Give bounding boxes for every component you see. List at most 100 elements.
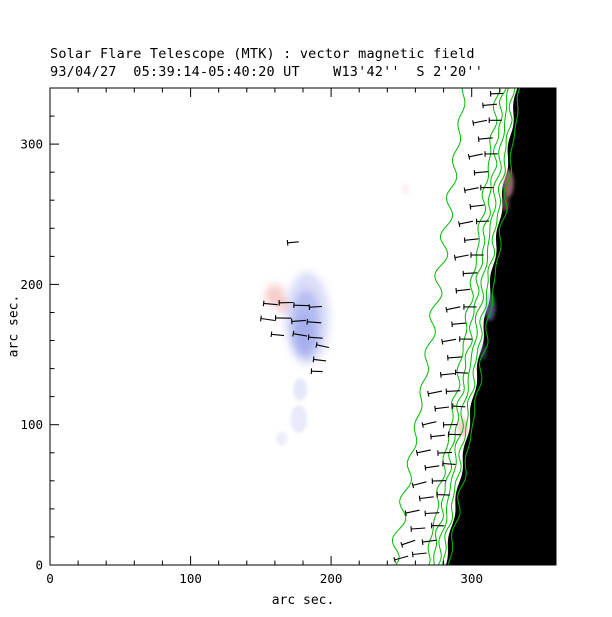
field-vector-tick	[292, 330, 295, 337]
x-tick-label: 0	[46, 571, 54, 586]
y-tick-label: 100	[20, 417, 43, 432]
field-vector	[437, 494, 450, 496]
magnetic-patch	[294, 312, 315, 355]
field-vector-tick	[262, 300, 265, 307]
field-vector	[455, 371, 469, 374]
field-vector	[440, 372, 455, 376]
magnetic-patch	[501, 194, 510, 212]
field-vector-tick	[411, 482, 415, 489]
field-vector	[308, 336, 323, 339]
field-vector-tick	[467, 153, 471, 160]
magnetic-patch	[401, 183, 410, 195]
field-vector	[452, 405, 466, 408]
y-tick-label: 200	[20, 277, 43, 292]
field-vector	[307, 321, 322, 324]
x-tick-label: 100	[179, 571, 202, 586]
field-vector	[291, 319, 306, 322]
field-vector	[309, 305, 323, 308]
field-vector-tick	[477, 136, 480, 143]
limb-contour-line	[442, 88, 516, 565]
field-vector-tick	[411, 551, 414, 558]
field-vector	[442, 462, 456, 465]
magnetic-patch	[276, 297, 291, 314]
field-vector	[456, 288, 471, 292]
field-vector-tick	[434, 405, 437, 412]
field-vector-tick	[421, 422, 424, 428]
field-vector	[271, 333, 285, 337]
field-vector	[425, 512, 440, 515]
field-vector	[316, 344, 330, 349]
field-vector	[435, 406, 450, 410]
field-vector-tick	[482, 102, 484, 109]
field-vector	[405, 509, 420, 514]
field-vector	[454, 254, 469, 259]
field-vector-tick	[404, 510, 407, 517]
field-vector	[313, 358, 327, 362]
field-vector	[474, 171, 489, 174]
field-vector	[432, 480, 447, 482]
field-vector-tick	[439, 372, 442, 378]
field-vector-tick	[453, 254, 457, 261]
field-vector	[394, 555, 409, 561]
y-tick-label: 0	[35, 558, 43, 573]
field-vector-tick	[421, 539, 424, 545]
field-vector-tick	[259, 315, 262, 322]
field-vector	[428, 390, 443, 395]
field-vector-tick	[286, 239, 289, 246]
field-vector	[422, 539, 437, 543]
y-axis-label: arc sec.	[6, 294, 22, 358]
field-vector-tick	[472, 120, 475, 126]
x-tick-label: 200	[320, 571, 343, 586]
magnetic-patch	[293, 378, 308, 401]
field-vector	[446, 390, 461, 392]
limb-contour-line	[427, 88, 501, 565]
field-vector-tick	[424, 464, 427, 471]
field-vector	[263, 302, 278, 306]
limb-contour-line	[391, 88, 466, 565]
field-vector	[416, 449, 431, 454]
field-vector-tick	[463, 237, 466, 244]
field-vector	[293, 304, 310, 307]
field-vector-tick	[430, 433, 432, 440]
x-tick-label: 300	[460, 571, 483, 586]
magnetic-patch	[502, 169, 514, 198]
field-vector	[482, 103, 497, 106]
chart-title: Solar Flare Telescope (MTK) : vector mag…	[50, 46, 475, 62]
field-vector	[401, 539, 416, 546]
field-vector	[470, 204, 485, 208]
field-vector	[446, 306, 461, 311]
field-vector	[260, 317, 275, 322]
field-vector-tick	[455, 287, 458, 294]
field-vector	[464, 187, 479, 191]
field-vector	[422, 421, 437, 426]
limb-contour-line	[433, 88, 507, 565]
field-vector-tick	[469, 203, 472, 210]
chart-subtitle: 93/04/27 05:39:14-05:40:20 UT W13'42'' S…	[50, 64, 484, 80]
magnetic-patch	[478, 343, 488, 361]
field-vector	[459, 220, 474, 225]
field-vector	[468, 153, 483, 158]
field-vector-tick	[312, 356, 315, 363]
field-vector-tick	[445, 306, 448, 313]
field-vector	[473, 119, 488, 124]
field-vector-tick	[451, 321, 453, 328]
field-vector-tick	[315, 341, 318, 348]
field-vector-tick	[427, 390, 430, 397]
field-vector	[412, 481, 427, 486]
magnetic-patch	[276, 431, 288, 446]
field-vector	[411, 527, 426, 530]
field-vector	[287, 241, 299, 244]
field-vector	[430, 434, 445, 438]
field-vector	[478, 137, 493, 140]
y-tick-label: 300	[20, 137, 43, 152]
field-vector	[437, 451, 453, 454]
field-vector-tick	[458, 221, 461, 228]
field-vectors	[259, 90, 504, 563]
field-vector	[442, 338, 457, 343]
field-vector	[419, 496, 434, 500]
limb-contour-line	[437, 88, 509, 565]
field-vector-tick	[415, 449, 419, 456]
field-vector	[447, 356, 462, 359]
